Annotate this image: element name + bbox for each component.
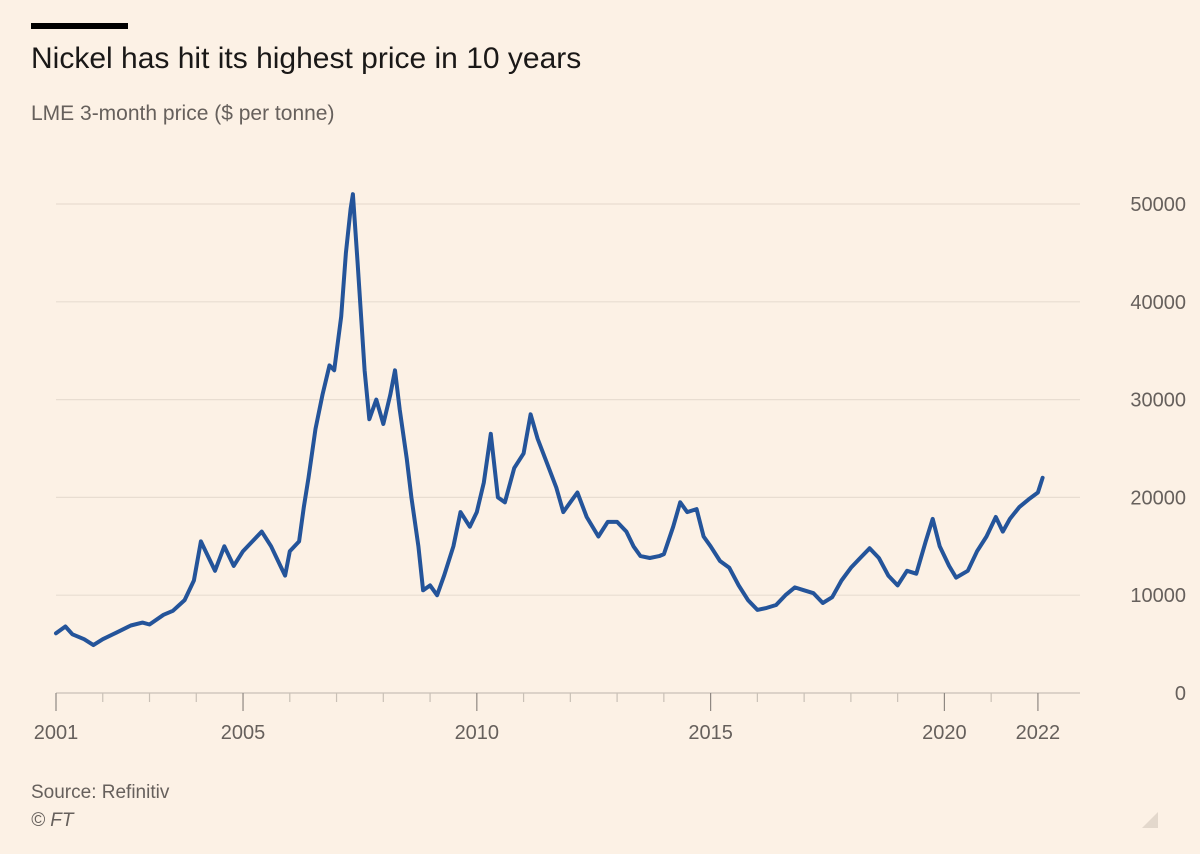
x-tick-label: 2010 [455, 722, 500, 744]
y-tick-label: 10000 [1130, 585, 1186, 607]
copyright-note: © FT [31, 810, 74, 831]
chart-title: Nickel has hit its highest price in 10 y… [31, 42, 582, 75]
resize-corner-icon [1142, 812, 1158, 828]
source-note: Source: Refinitiv [31, 782, 170, 803]
x-tick-label: 2015 [688, 722, 733, 744]
series-layer [54, 192, 1045, 648]
x-tick-label: 2020 [922, 722, 967, 744]
y-tick-label: 0 [1175, 683, 1186, 705]
y-tick-label: 50000 [1130, 194, 1186, 216]
x-axis [55, 692, 1080, 711]
x-tick-label: 2005 [221, 722, 266, 744]
y-tick-label: 30000 [1130, 390, 1186, 412]
y-tick-label: 20000 [1130, 487, 1186, 509]
chart-subtitle: LME 3-month price ($ per tonne) [31, 102, 335, 125]
brand-rule [31, 23, 128, 29]
x-tick-label: 2022 [1016, 722, 1061, 744]
tick-labels: 0 10000 20000 30000 40000 50000 2001 2005 2010 20… [34, 194, 1186, 744]
x-tick-label: 2001 [34, 722, 79, 744]
y-tick-label: 40000 [1130, 292, 1186, 314]
series-line [54, 192, 1045, 648]
gridlines [56, 203, 1080, 596]
